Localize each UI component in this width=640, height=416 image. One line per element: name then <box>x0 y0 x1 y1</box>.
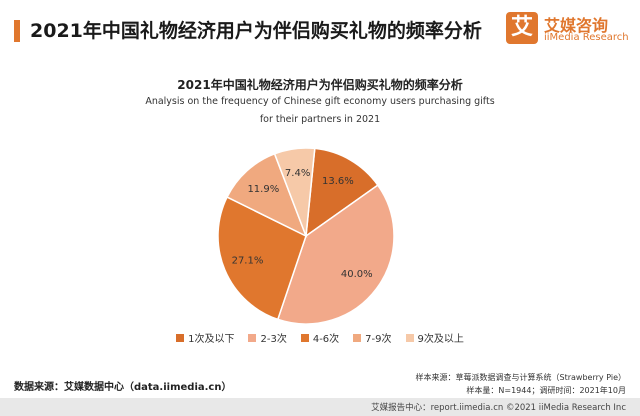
footer-text: 艾媒报告中心：report.iimedia.cn ©2021 iiMedia R… <box>371 403 626 413</box>
footer: 艾媒报告中心：report.iimedia.cn ©2021 iiMedia R… <box>0 398 640 416</box>
pie-slice-2 <box>217 196 307 321</box>
legend-swatch-0 <box>176 333 185 342</box>
legend-label-0: 1次及以下 <box>188 334 235 345</box>
pie-slice-1 <box>276 184 395 325</box>
legend-item-1: 2-3次 <box>248 330 287 345</box>
logo-text-cn: 艾媒咨询 <box>544 16 609 35</box>
legend-label-2: 4-6次 <box>312 334 340 345</box>
pie-slice-0 <box>305 147 379 238</box>
chart-subtitle-line2: for their partners in 2021 <box>259 114 381 125</box>
pie-label-2: 27.1% <box>232 255 264 266</box>
chart-legend: 1次及以下 2-3次 4-6次 7-9次 9次及以上 <box>0 330 640 345</box>
data-source: 数据来源：艾媒数据中心（data.iimedia.cn） <box>14 382 232 393</box>
pie-slice-4 <box>273 147 316 237</box>
legend-label-4: 9次及以上 <box>417 334 464 345</box>
legend-label-1: 2-3次 <box>260 334 287 345</box>
title-accent-bar <box>14 20 20 42</box>
logo-text-en: iiMedia Research <box>544 32 629 43</box>
legend-swatch-2 <box>300 333 309 342</box>
iimedia-logo: 艾 艾媒咨询 iiMedia Research <box>506 10 629 50</box>
pie-label-3: 11.9% <box>247 184 279 195</box>
pie-label-0: 13.6% <box>322 176 354 187</box>
sample-source: 样本来源：草莓派数据调查与计算系统（Strawberry Pie） <box>415 373 626 382</box>
legend-label-3: 7-9次 <box>365 334 392 345</box>
sample-size: 样本量：N=1944；调研时间：2021年10月 <box>466 386 626 395</box>
pie-slice-3 <box>226 152 308 238</box>
legend-item-2: 4-6次 <box>300 330 340 345</box>
pie-label-1: 40.0% <box>341 269 373 280</box>
legend-swatch-3 <box>353 333 362 342</box>
logo-icon: 艾 <box>506 12 538 44</box>
chart-title: 2021年中国礼物经济用户为伴侣购买礼物的频率分析 <box>177 78 463 92</box>
header: 2021年中国礼物经济用户为伴侣购买礼物的频率分析 艾 艾媒咨询 iiMedia… <box>0 0 640 60</box>
legend-item-3: 7-9次 <box>353 330 392 345</box>
pie-label-4: 7.4% <box>285 168 310 179</box>
legend-swatch-1 <box>248 333 257 342</box>
legend-swatch-4 <box>405 333 414 342</box>
legend-item-0: 1次及以下 <box>176 330 234 345</box>
chart-subtitle-line1: Analysis on the frequency of Chinese gif… <box>145 96 495 107</box>
page-title: 2021年中国礼物经济用户为伴侣购买礼物的频率分析 <box>30 20 482 42</box>
legend-item-4: 9次及以上 <box>405 330 464 345</box>
